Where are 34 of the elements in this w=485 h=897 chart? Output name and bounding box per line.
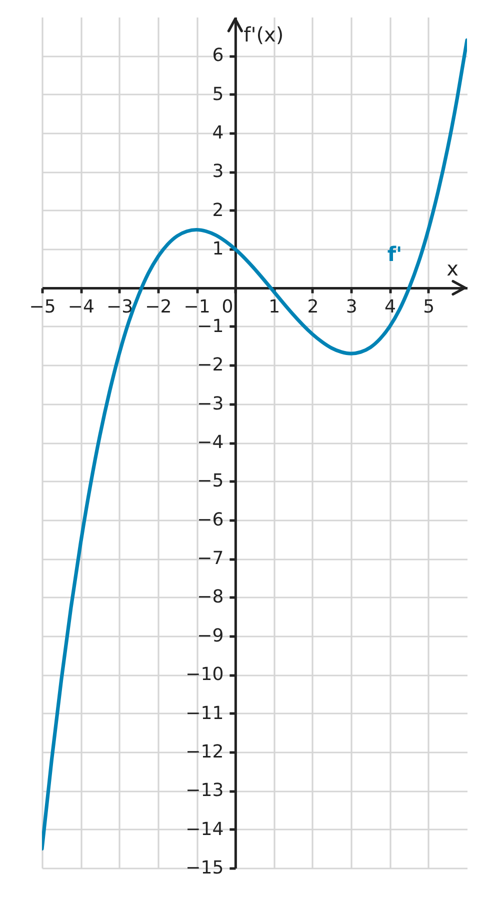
y-tick-label: −15 — [186, 858, 224, 878]
y-tick-label: −9 — [197, 625, 224, 646]
y-tick-label: −13 — [186, 780, 224, 802]
y-tick-label: 4 — [212, 122, 224, 144]
y-tick-label: −5 — [197, 470, 224, 492]
y-tick-label: 1 — [212, 238, 224, 260]
y-tick-label: −12 — [186, 741, 224, 762]
series-label: f' — [387, 242, 402, 266]
y-tick-label: −6 — [197, 509, 224, 530]
y-axis-title: f'(x) — [244, 22, 284, 46]
y-tick-label: 5 — [212, 84, 224, 105]
y-tick-label: 6 — [212, 45, 224, 66]
x-axis-title: x — [446, 256, 459, 280]
x-tick-label: −4 — [68, 296, 94, 318]
x-tick-label: 0 — [222, 296, 234, 318]
y-tick-label: 3 — [212, 161, 224, 182]
y-tick-label: −2 — [197, 354, 224, 376]
x-tick-label: 1 — [268, 296, 280, 318]
x-tick-label: 2 — [307, 296, 319, 318]
y-tick-label: −10 — [186, 664, 224, 686]
y-tick-label: −7 — [197, 548, 224, 570]
y-tick-label: −3 — [197, 393, 224, 414]
x-tick-label: 5 — [423, 296, 435, 318]
x-tick-label: −5 — [29, 296, 56, 318]
y-tick-label: −8 — [197, 586, 224, 608]
x-tick-label: −3 — [106, 296, 134, 318]
y-tick-label: −4 — [197, 432, 224, 453]
x-tick-label: −2 — [145, 296, 172, 318]
y-tick-label: −1 — [197, 316, 224, 337]
x-tick-label: 4 — [384, 296, 396, 318]
y-tick-label: −11 — [186, 702, 224, 724]
y-tick-label: −14 — [186, 818, 224, 840]
y-tick-label: 2 — [212, 200, 224, 221]
x-tick-label: 3 — [346, 296, 358, 318]
